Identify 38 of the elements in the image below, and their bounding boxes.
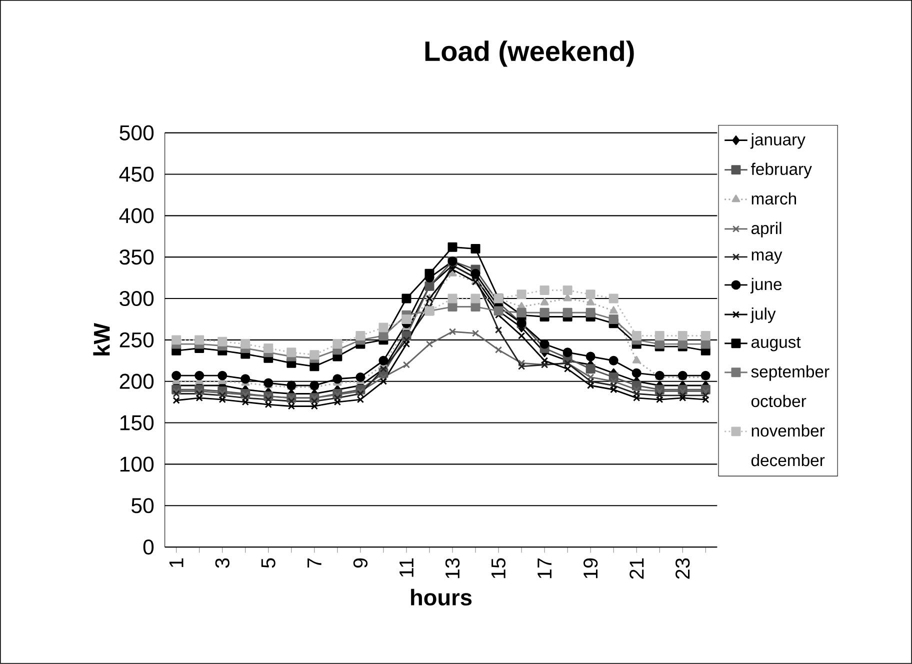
- y-tick-label: 450: [119, 166, 154, 182]
- y-tick-label: 150: [120, 415, 154, 430]
- y-tick-label: 200: [120, 374, 154, 389]
- y-tick-label: 250: [120, 332, 154, 348]
- legend-label: september: [751, 365, 830, 381]
- y-tick-label: 500: [120, 125, 154, 140]
- y-tick-label: 350: [120, 250, 154, 265]
- legend-label: july: [750, 308, 776, 324]
- x-tick-label: 15: [492, 558, 506, 578]
- x-tick-label: 13: [445, 558, 460, 578]
- text: october: [751, 394, 806, 408]
- x-tick-label: 9: [353, 558, 368, 568]
- x-axis-title: hours: [411, 588, 472, 606]
- y-tick-label: 300: [120, 291, 154, 306]
- y-tick-label: 50: [132, 498, 154, 514]
- x-tick-label: 7: [308, 558, 322, 568]
- legend-label: august: [751, 337, 801, 352]
- y-axis-title: kW: [93, 323, 110, 356]
- x-tick-label: 19: [583, 558, 598, 578]
- legend-label: march: [752, 192, 796, 205]
- legend-label: february: [751, 162, 812, 178]
- x-tick-label: 11: [400, 558, 414, 577]
- y-tick-label: 0: [143, 540, 154, 555]
- x-tick-label: 3: [215, 558, 230, 568]
- legend-label: january: [750, 133, 806, 149]
- y-tick-label: 100: [120, 456, 154, 472]
- legend-label: may: [752, 252, 782, 264]
- x-tick-label: 21: [630, 558, 644, 579]
- x-tick-label: 23: [676, 558, 690, 579]
- x-tick-label: 5: [261, 558, 276, 568]
- legend-label: november: [752, 424, 825, 437]
- chart-title: Load (weekend): [425, 40, 634, 67]
- y-tick-label: 400: [119, 208, 154, 224]
- x-tick-label: 1: [169, 558, 184, 568]
- legend-label: june: [750, 278, 782, 294]
- x-tick-label: 17: [538, 558, 552, 578]
- text: december: [751, 454, 825, 466]
- legend-label: april: [751, 222, 782, 238]
